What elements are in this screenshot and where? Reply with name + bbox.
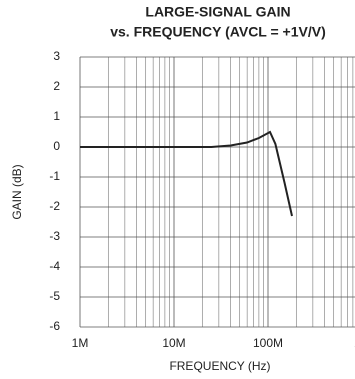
y-tick-label: 1 [53,109,60,123]
x-tick-label: 100M [253,336,283,350]
y-tick-label: -6 [49,319,60,333]
x-axis-label: FREQUENCY (Hz) [169,359,270,373]
y-tick-label: -5 [49,289,60,303]
y-tick-label: -2 [49,199,60,213]
y-axis-label: GAIN (dB) [10,164,24,219]
y-tick-label: 2 [53,79,60,93]
y-tick-label: -4 [49,259,60,273]
chart-subtitle: vs. FREQUENCY (AVCL = +1V/V) [110,24,326,40]
x-tick-label: 1G [354,336,355,350]
y-tick-label: 0 [53,139,60,153]
y-tick-label: 3 [53,49,60,63]
x-tick-label: 10M [162,336,185,350]
y-tick-label: -3 [49,229,60,243]
data-line [80,130,293,217]
y-tick-label: -1 [49,169,60,183]
x-tick-label: 1M [72,336,89,350]
chart-title: LARGE-SIGNAL GAIN [145,4,290,20]
